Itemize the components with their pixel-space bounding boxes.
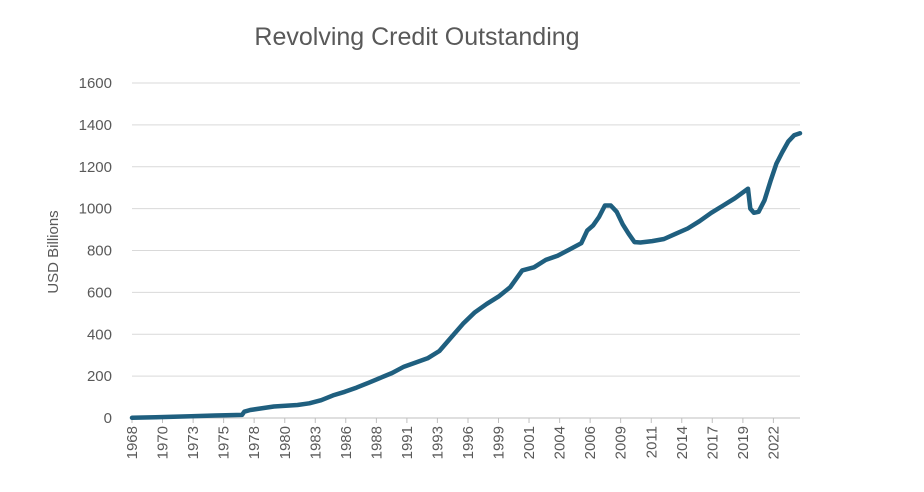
- x-tick-label: 1978: [246, 426, 263, 459]
- x-tick-label: 2001: [521, 426, 538, 459]
- x-tick-label: 2006: [582, 426, 599, 459]
- y-tick-label: 1400: [79, 117, 112, 134]
- x-tick-label: 2009: [613, 426, 630, 459]
- x-tick-label: 2019: [735, 426, 752, 459]
- x-tick-label: 1975: [216, 426, 233, 459]
- x-tick-label: 2014: [674, 426, 691, 459]
- y-tick-label: 1600: [79, 75, 112, 92]
- y-tick-label: 800: [87, 243, 112, 260]
- x-tick-label: 1996: [460, 426, 477, 459]
- x-tick-label: 1968: [124, 426, 141, 459]
- x-tick-label: 1993: [429, 426, 446, 459]
- x-tick-label: 1980: [277, 426, 294, 459]
- y-tick-labels: 0 200 400 600 800 1000 1200 1400 1600: [79, 75, 112, 427]
- x-tick-label: 2004: [552, 426, 569, 459]
- y-tick-label: 1200: [79, 159, 112, 176]
- x-tick-label: 1988: [368, 426, 385, 459]
- x-tick-label: 2011: [643, 426, 660, 458]
- x-tick-label: 2017: [704, 426, 721, 459]
- series-line-revolving-credit: [129, 131, 803, 421]
- y-tick-label: 600: [87, 284, 112, 301]
- x-tick-labels: 1968 1970 1973 1975 1978 1980 1983 1986 1988 1991…: [124, 418, 782, 459]
- y-tick-label: 0: [104, 410, 112, 427]
- y-tick-label: 200: [87, 368, 112, 385]
- x-tick-label: 1970: [155, 426, 172, 459]
- x-tick-label: 2022: [765, 426, 782, 459]
- x-tick-label: 1986: [338, 426, 355, 459]
- x-tick-label: 1991: [399, 426, 416, 459]
- gridlines: [132, 82, 800, 419]
- x-tick-label: 1983: [307, 426, 324, 459]
- x-tick-label: 1973: [185, 426, 202, 459]
- y-tick-label: 400: [87, 326, 112, 343]
- x-tick-label: 1999: [491, 426, 508, 459]
- y-axis-label: USD Billions: [45, 210, 62, 293]
- y-tick-label: 1000: [79, 201, 112, 218]
- chart-title: Revolving Credit Outstanding: [254, 23, 579, 51]
